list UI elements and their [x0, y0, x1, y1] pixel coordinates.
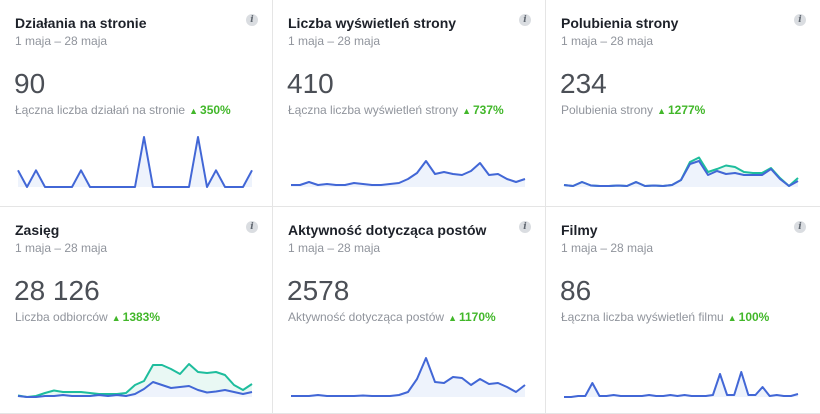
card-title: Aktywność dotycząca postów: [288, 222, 487, 238]
metric-label-row: Łączna liczba działań na stronie350%: [15, 103, 231, 117]
info-icon[interactable]: i: [794, 221, 806, 233]
date-range: 1 maja – 28 maja: [15, 34, 108, 48]
date-range: 1 maja – 28 maja: [15, 241, 108, 255]
sparkline-area-blue: [291, 358, 525, 397]
metric-label: Polubienia strony: [561, 103, 654, 117]
metric-label-row: Łączna liczba wyświetleń filmu 100%: [561, 310, 769, 324]
metric-label: Łączna liczba wyświetleń strony: [288, 103, 459, 117]
metric-label-row: Łączna liczba wyświetleń strony737%: [288, 103, 504, 117]
change-badge: 1277%: [657, 103, 705, 117]
metric-value: 86: [560, 275, 592, 306]
sparkline-line-blue: [564, 371, 799, 398]
sparkline-chart: [563, 156, 799, 187]
sparkline-line-blue: [563, 160, 799, 187]
info-icon[interactable]: i: [246, 221, 258, 233]
sparkline-line-blue: [17, 136, 253, 188]
date-range: 1 maja – 28 maja: [288, 34, 381, 48]
sparkline-line-blue: [291, 160, 526, 186]
sparkline-chart: [17, 136, 253, 188]
info-icon[interactable]: i: [794, 14, 806, 26]
metric-value: 2578: [287, 275, 350, 306]
sparkline-chart: [291, 357, 526, 397]
sparkline-area-blue: [291, 161, 525, 187]
date-range: 1 maja – 28 maja: [288, 241, 381, 255]
sparkline-area-blue: [18, 382, 252, 397]
change-badge: 737%: [462, 103, 504, 117]
change-badge: 100%: [728, 310, 770, 324]
info-icon[interactable]: i: [246, 14, 258, 26]
metric-value: 234: [560, 68, 607, 99]
metric-value: 90: [14, 68, 46, 99]
card-page-views[interactable]: Liczba wyświetleń strony i 1 maja – 28 maj…: [273, 0, 546, 207]
metric-value: 28 126: [14, 275, 100, 306]
metric-label-row: Aktywność dotycząca postów1170%: [288, 310, 496, 324]
change-badge: 350%: [189, 103, 231, 117]
sparkline-area-blue: [18, 137, 252, 187]
card-title: Działania na stronie: [15, 15, 147, 31]
sparkline-line-blue: [291, 357, 526, 397]
change-badge: 1170%: [448, 310, 496, 324]
card-page-likes[interactable]: Polubienia strony i 1 maja – 28 maja 234 Pol…: [546, 0, 820, 207]
sparkline-chart: [291, 160, 526, 187]
sparkline-line-teal: [17, 363, 253, 398]
metric-label: Łączna liczba wyświetleń filmu: [561, 310, 724, 324]
sparkline-chart: [17, 363, 253, 398]
card-title: Filmy: [561, 222, 598, 238]
change-badge: 1383%: [112, 310, 160, 324]
metric-label: Liczba odbiorców: [15, 310, 108, 324]
date-range: 1 maja – 28 maja: [561, 241, 654, 255]
info-icon[interactable]: i: [519, 221, 531, 233]
sparkline-area-blue: [564, 372, 798, 397]
card-reach[interactable]: Zasięg i 1 maja – 28 maja 28 126 Liczba odbi…: [0, 207, 273, 414]
card-title: Liczba wyświetleń strony: [288, 15, 457, 31]
card-title: Zasięg: [15, 222, 60, 238]
date-range: 1 maja – 28 maja: [561, 34, 654, 48]
metric-label: Aktywność dotycząca postów: [288, 310, 445, 324]
sparkline-chart: [564, 371, 799, 398]
metric-label-row: Polubienia strony1277%: [561, 103, 705, 117]
metric-label: Łączna liczba działań na stronie: [15, 103, 186, 117]
metric-label-row: Liczba odbiorców 1383%: [15, 310, 160, 324]
card-post-engagement[interactable]: Aktywność dotycząca postów i 1 maja – 28 m…: [273, 207, 546, 414]
metric-value: 410: [287, 68, 334, 99]
sparkline-line-blue: [17, 381, 253, 398]
sparkline-area-blue: [564, 161, 798, 187]
card-videos[interactable]: Filmy i 1 maja – 28 maja 86 Łączna liczba wy…: [546, 207, 820, 414]
card-title: Polubienia strony: [561, 15, 679, 31]
info-icon[interactable]: i: [519, 14, 531, 26]
card-page-actions[interactable]: Działania na stronie i 1 maja – 28 maja 90 Ł…: [0, 0, 273, 207]
